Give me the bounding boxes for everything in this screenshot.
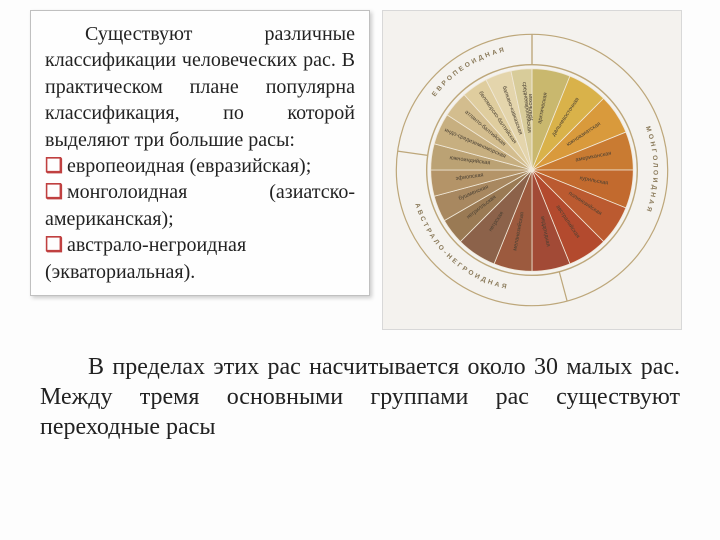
svg-text:уральская: уральская bbox=[528, 94, 534, 120]
classification-pie-chart: арктическаядальневосточнаяюжноазиатскаяа… bbox=[382, 10, 682, 330]
intro-text-block: Существуют различные классификации челов… bbox=[30, 10, 370, 296]
intro-paragraph: Существуют различные классификации челов… bbox=[45, 21, 355, 153]
bullet-text-1: монголоидная (азиатско-американская); bbox=[45, 181, 355, 229]
bullet-item: ❑европеоидная (евразийская); bbox=[45, 153, 355, 179]
bullet-icon: ❑ bbox=[45, 155, 67, 177]
bullet-item: ❑австрало-негроидная (экваториальная). bbox=[45, 232, 355, 285]
pie-svg: арктическаядальневосточнаяюжноазиатскаяа… bbox=[383, 10, 681, 330]
bottom-text-content: В пределах этих рас насчитывается около … bbox=[40, 354, 680, 440]
bullet-text-0: европеоидная (евразийская); bbox=[67, 155, 311, 177]
bullet-icon: ❑ bbox=[45, 181, 67, 203]
bottom-paragraph: В пределах этих рас насчитывается около … bbox=[0, 330, 720, 442]
bullet-item: ❑монголоидная (азиатско-американская); bbox=[45, 179, 355, 232]
bullet-icon: ❑ bbox=[45, 234, 67, 256]
bullet-text-2: австрало-негроидная (экваториальная). bbox=[45, 234, 246, 282]
